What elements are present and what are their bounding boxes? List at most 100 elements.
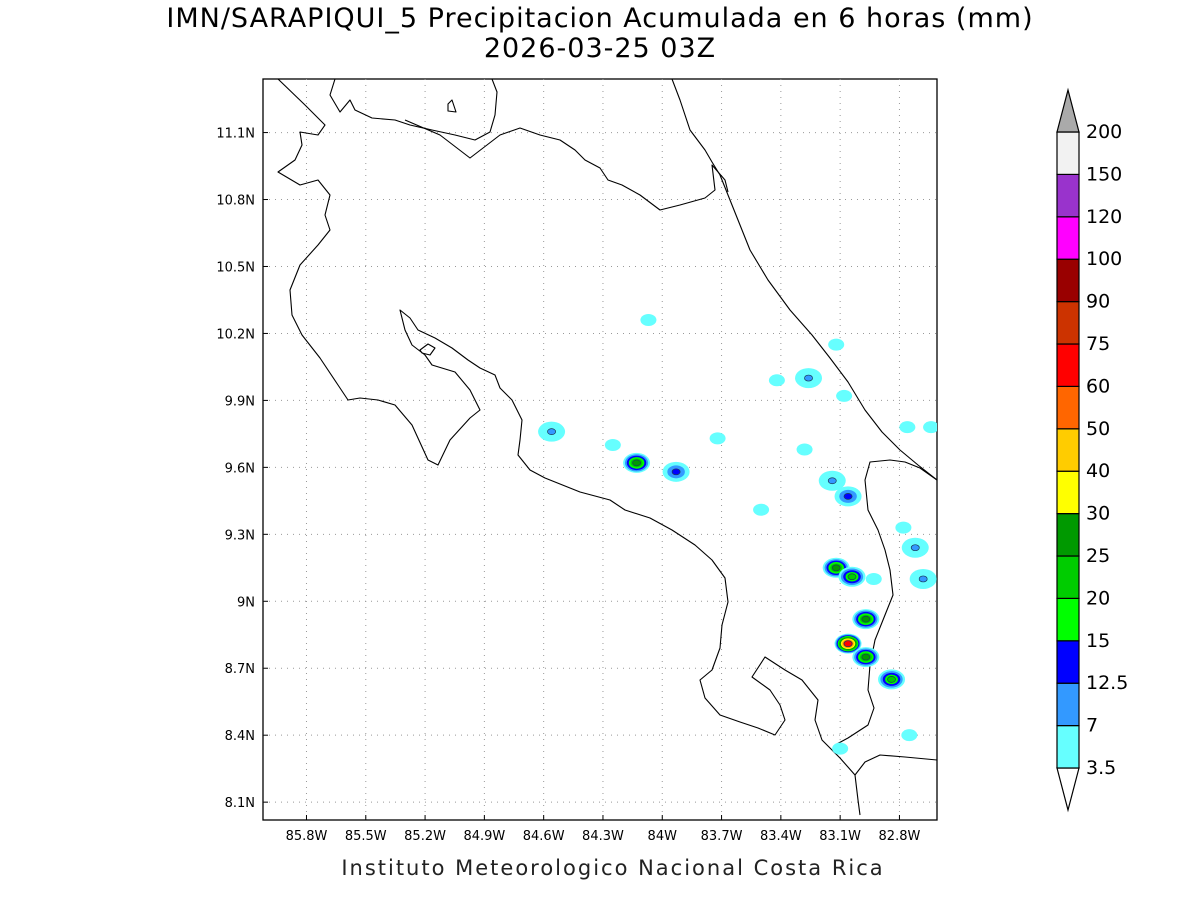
lon-tick-label: 85.2W — [404, 829, 446, 844]
precip-cell — [901, 537, 929, 558]
precip-contour — [804, 374, 813, 382]
colorbar-label: 200 — [1086, 121, 1122, 143]
colorbar-label: 40 — [1086, 460, 1110, 482]
precip-cell — [865, 572, 882, 585]
colorbar-label: 100 — [1086, 248, 1122, 270]
map-frame — [262, 78, 938, 821]
colorbar-label: 30 — [1086, 503, 1110, 525]
precip-contour — [828, 338, 845, 351]
colorbar-swatch — [1056, 131, 1080, 176]
colorbar-swatch — [1056, 724, 1080, 769]
gulf-island-outline — [419, 343, 436, 356]
lon-tick-label: 83.1W — [819, 829, 861, 844]
colorbar-swatch — [1056, 512, 1080, 557]
colorbar-swatch — [1056, 640, 1080, 684]
precip-cell — [538, 421, 566, 442]
precip-contour — [827, 477, 837, 485]
colorbar-label: 150 — [1086, 163, 1122, 185]
colorbar-label: 75 — [1086, 333, 1110, 355]
precip-contour — [901, 729, 918, 742]
colorbar-swatch — [1056, 597, 1080, 642]
precip-cell — [852, 609, 880, 630]
colorbar-swatch — [1056, 682, 1080, 727]
precip-contour — [847, 573, 857, 581]
lat-tick-label: 9.3N — [225, 528, 255, 543]
precip-cell — [832, 742, 849, 755]
colorbar-swatch — [1056, 258, 1080, 303]
colorbar-label: 20 — [1086, 587, 1110, 609]
precip-cell — [836, 389, 853, 402]
precip-contour — [753, 503, 770, 516]
precip-contour — [910, 544, 920, 552]
coastlines — [277, 79, 937, 816]
colorbar-swatch — [1056, 428, 1080, 472]
precip-contour — [923, 421, 937, 434]
longitude-axis: 85.8W 85.5W 85.2W 84.9W 84.6W 84.3W 84W 83.7W 83… — [286, 815, 921, 844]
caribbean-coast — [671, 79, 937, 481]
precip-cell — [709, 432, 726, 445]
colorbar-under-arrow — [1056, 767, 1080, 813]
lon-tick-label: 85.8W — [286, 829, 328, 844]
precip-cell — [795, 368, 823, 389]
colorbar-label: 7 — [1086, 715, 1098, 737]
precip-cell — [901, 729, 918, 742]
colorbar-label: 120 — [1086, 206, 1122, 228]
lon-tick-label: 82.8W — [879, 829, 921, 844]
precip-cell — [640, 314, 657, 327]
colorbar-swatch — [1056, 216, 1080, 260]
precip-contour — [843, 493, 853, 500]
colorbar-swatch — [1056, 343, 1080, 388]
precip-cell — [834, 486, 862, 507]
colorbar-over-arrow — [1056, 87, 1080, 133]
precip-cell — [895, 521, 912, 534]
precip-cell — [796, 443, 813, 456]
precip-contour — [671, 468, 681, 476]
lat-tick-label: 9.6N — [225, 461, 255, 476]
precip-contour — [865, 572, 882, 585]
precip-cell — [899, 421, 916, 434]
colorbar-swatch — [1056, 555, 1080, 600]
colorbar-legend: 3.5 7 12.5 15 20 25 30 40 50 60 75 90 100 120 150 200 — [1056, 87, 1128, 813]
precip-cell — [818, 470, 846, 491]
precip-cell — [838, 566, 866, 587]
lon-tick-label: 83.7W — [701, 829, 743, 844]
colorbar-label: 50 — [1086, 418, 1110, 440]
lat-tick-label: 11.1N — [216, 127, 255, 142]
lat-tick-label: 10.8N — [216, 194, 255, 209]
precip-contour — [768, 374, 785, 387]
lat-tick-label: 8.7N — [225, 662, 255, 677]
precip-cell — [923, 421, 937, 434]
pacific-coast-outline — [277, 79, 861, 816]
colorbar-label: 15 — [1086, 630, 1110, 652]
map-subtitle: 2026-03-25 03Z — [483, 33, 717, 64]
precip-contour — [895, 521, 912, 534]
lat-tick-label: 10.2N — [216, 327, 255, 342]
lat-tick-label: 9N — [237, 595, 255, 610]
lon-tick-label: 84.3W — [582, 829, 624, 844]
lat-tick-label: 9.9N — [225, 394, 255, 409]
san-juan-river-border — [404, 119, 729, 211]
precipitation-contours — [538, 314, 937, 755]
lon-tick-label: 84.9W — [463, 829, 505, 844]
island-outline — [447, 99, 457, 113]
precip-contour — [831, 564, 841, 572]
colorbar-swatch — [1056, 301, 1080, 345]
lat-tick-label: 8.1N — [225, 796, 255, 811]
precip-contour — [899, 421, 916, 434]
precip-cell — [878, 669, 906, 690]
precip-cell — [753, 503, 770, 516]
lon-tick-label: 85.5W — [345, 829, 387, 844]
colorbar-swatch — [1056, 385, 1080, 430]
lat-tick-label: 8.4N — [225, 729, 255, 744]
graticule-grid — [263, 79, 937, 820]
colorbar-swatch — [1056, 470, 1080, 515]
precip-cell — [604, 439, 621, 452]
precip-cell — [828, 338, 845, 351]
precip-cell — [768, 374, 785, 387]
colorbar-label: 25 — [1086, 545, 1110, 567]
precip-contour — [861, 615, 871, 623]
lon-tick-label: 84.6W — [523, 829, 565, 844]
latitude-axis: 11.1N 10.8N 10.5N 10.2N 9.9N 9.6N 9.3N 9N 8.7N 8.… — [216, 127, 268, 811]
colorbar-label: 60 — [1086, 375, 1110, 397]
